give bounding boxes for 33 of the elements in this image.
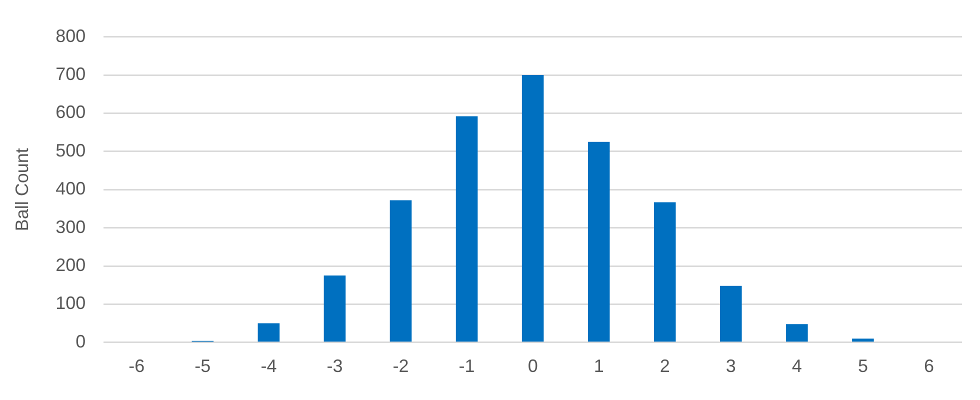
x-tick-label: 5 bbox=[858, 356, 868, 376]
y-axis-title: Ball Count bbox=[12, 148, 32, 232]
x-tick-label: -6 bbox=[128, 356, 145, 376]
y-tick-label: 100 bbox=[56, 293, 86, 314]
x-tick-label: 6 bbox=[924, 356, 934, 376]
y-tick-label: 200 bbox=[56, 254, 86, 275]
y-tick-label: 800 bbox=[56, 26, 86, 46]
y-tick-label: 400 bbox=[56, 178, 86, 199]
y-tick-label: 600 bbox=[56, 102, 86, 122]
bar bbox=[390, 200, 412, 342]
x-tick-label: 3 bbox=[726, 356, 736, 376]
bar bbox=[786, 324, 808, 342]
bar bbox=[654, 202, 676, 342]
y-tick-label: 500 bbox=[56, 140, 86, 160]
y-tick-label: 700 bbox=[56, 64, 86, 84]
x-tick-label: 0 bbox=[528, 356, 538, 376]
x-tick-label: 1 bbox=[594, 356, 604, 376]
bar bbox=[588, 142, 610, 342]
x-tick-label: -5 bbox=[194, 356, 211, 376]
bar bbox=[324, 276, 346, 342]
bar bbox=[720, 286, 742, 342]
bar bbox=[852, 338, 874, 342]
bar bbox=[456, 116, 478, 342]
x-tick-label: -3 bbox=[326, 356, 343, 376]
x-tick-label: 2 bbox=[660, 356, 670, 376]
x-tick-label: 4 bbox=[792, 356, 802, 376]
x-tick-label: -1 bbox=[458, 356, 475, 376]
y-tick-label: 300 bbox=[56, 216, 86, 237]
bar bbox=[258, 323, 280, 342]
x-tick-label: -4 bbox=[260, 356, 277, 376]
bar bbox=[522, 75, 544, 342]
x-tick-label: -2 bbox=[392, 356, 409, 376]
y-tick-label: 0 bbox=[76, 331, 86, 352]
